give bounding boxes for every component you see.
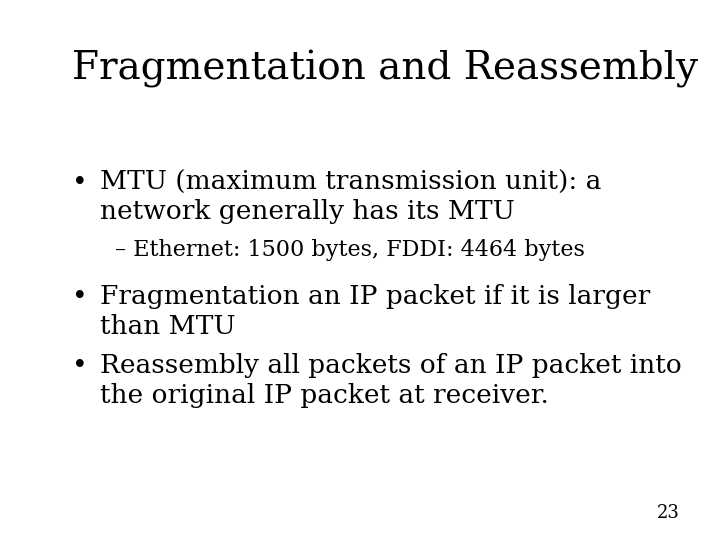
Text: Reassembly all packets of an IP packet into: Reassembly all packets of an IP packet i…	[100, 353, 682, 378]
Text: than MTU: than MTU	[100, 314, 235, 339]
Text: •: •	[72, 284, 88, 309]
Text: Fragmentation and Reassembly: Fragmentation and Reassembly	[72, 50, 698, 88]
Text: MTU (maximum transmission unit): a: MTU (maximum transmission unit): a	[100, 170, 601, 195]
Text: •: •	[72, 170, 88, 195]
Text: – Ethernet: 1500 bytes, FDDI: 4464 bytes: – Ethernet: 1500 bytes, FDDI: 4464 bytes	[115, 239, 585, 261]
Text: •: •	[72, 353, 88, 378]
Text: network generally has its MTU: network generally has its MTU	[100, 199, 515, 225]
Text: the original IP packet at receiver.: the original IP packet at receiver.	[100, 382, 549, 408]
Text: Fragmentation an IP packet if it is larger: Fragmentation an IP packet if it is larg…	[100, 284, 650, 309]
Text: 23: 23	[657, 504, 680, 522]
